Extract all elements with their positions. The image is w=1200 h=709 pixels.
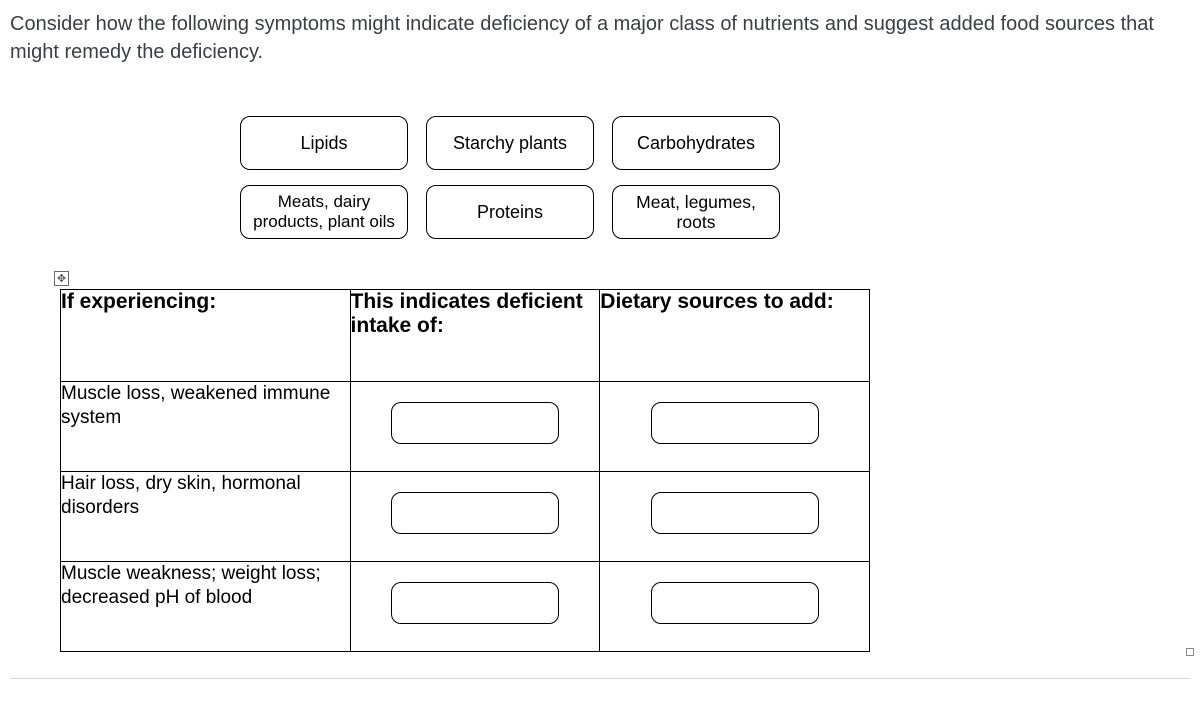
divider xyxy=(10,678,1190,679)
drop-target[interactable] xyxy=(651,582,819,624)
table-row: Muscle weakness; weight loss; decreased … xyxy=(61,562,870,652)
move-handle-icon[interactable]: ✥ xyxy=(54,271,69,286)
header-symptom: If experiencing: xyxy=(61,290,351,382)
token-starchy-plants[interactable]: Starchy plants xyxy=(426,116,594,170)
header-indicates: This indicates deficient intake of: xyxy=(350,290,600,382)
token-proteins[interactable]: Proteins xyxy=(426,185,594,239)
header-sources: Dietary sources to add: xyxy=(600,290,870,382)
symptom-cell: Hair loss, dry skin, hormonal disorders xyxy=(61,472,351,562)
token-lipids[interactable]: Lipids xyxy=(240,116,408,170)
drop-cell-indicates xyxy=(350,382,600,472)
answer-table-container: ✥ If experiencing: This indicates defici… xyxy=(60,289,1190,652)
symptom-cell: Muscle weakness; weight loss; decreased … xyxy=(61,562,351,652)
answer-table: If experiencing: This indicates deficien… xyxy=(60,289,870,652)
drop-cell-indicates xyxy=(350,562,600,652)
drop-cell-sources xyxy=(600,382,870,472)
token-carbohydrates[interactable]: Carbohydrates xyxy=(612,116,780,170)
drop-cell-sources xyxy=(600,472,870,562)
drop-cell-sources xyxy=(600,562,870,652)
resize-handle-icon[interactable] xyxy=(1186,648,1194,656)
table-row: Hair loss, dry skin, hormonal disorders xyxy=(61,472,870,562)
draggable-tokens-area: Lipids Starchy plants Carbohydrates Meat… xyxy=(240,116,1190,239)
table-row: Muscle loss, weakened immune system xyxy=(61,382,870,472)
drop-cell-indicates xyxy=(350,472,600,562)
token-meat-legumes-roots[interactable]: Meat, legumes, roots xyxy=(612,185,780,239)
drop-target[interactable] xyxy=(651,492,819,534)
drop-target[interactable] xyxy=(391,402,559,444)
token-meats-dairy-oils[interactable]: Meats, dairy products, plant oils xyxy=(240,185,408,239)
drop-target[interactable] xyxy=(391,492,559,534)
symptom-cell: Muscle loss, weakened immune system xyxy=(61,382,351,472)
drop-target[interactable] xyxy=(391,582,559,624)
drop-target[interactable] xyxy=(651,402,819,444)
token-row-2: Meats, dairy products, plant oils Protei… xyxy=(240,185,1190,239)
question-prompt: Consider how the following symptoms migh… xyxy=(10,10,1190,66)
token-row-1: Lipids Starchy plants Carbohydrates xyxy=(240,116,1190,170)
